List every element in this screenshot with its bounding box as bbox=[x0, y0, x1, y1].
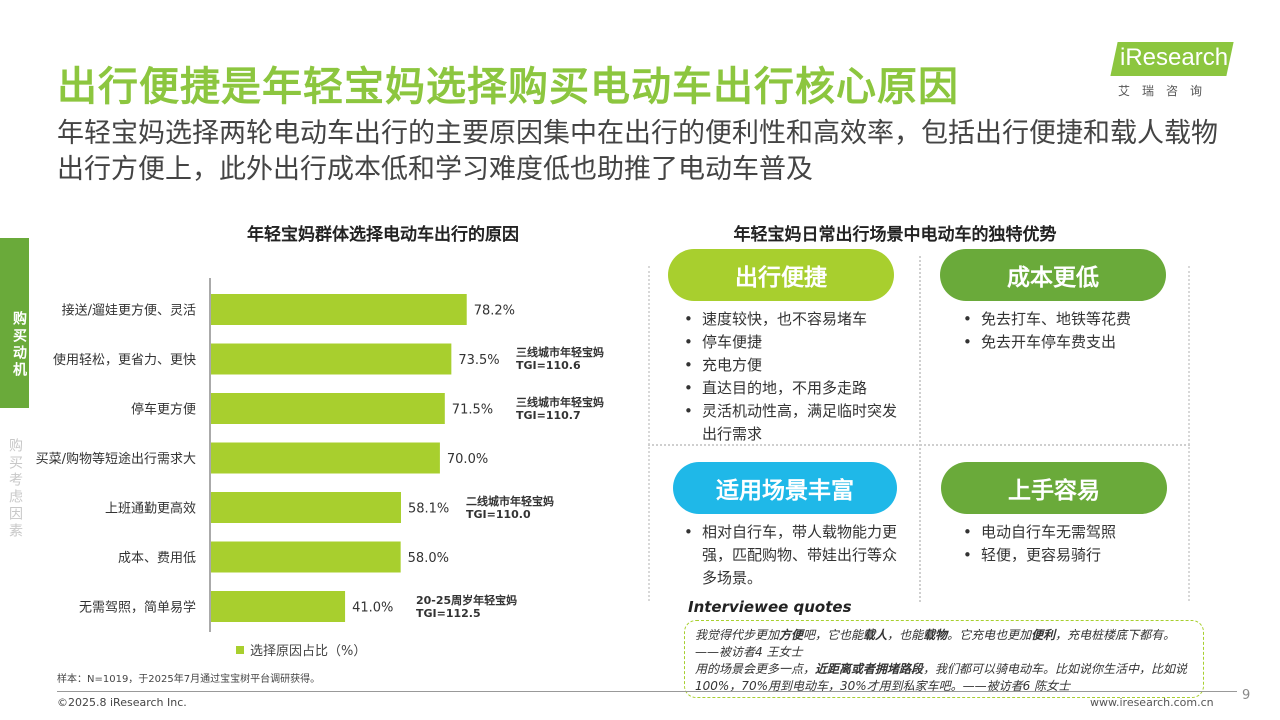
bar-chart: 接送/遛娃更方便、灵活 78.2% 使用轻松，更省力、更快 73.5% 停车更方便 71.… bbox=[36, 278, 515, 632]
tgi-annotation: 20-25周岁年轻宝妈 TGI=112.5 bbox=[416, 593, 518, 620]
tgi-annotation: 三线城市年轻宝妈 TGI=110.7 bbox=[516, 395, 604, 422]
quote-2: 用的场景会更多一点，近距离或者拥堵路段，我们都可以骑电动车。比如说你生活中，比如… bbox=[695, 662, 1188, 693]
footer-divider bbox=[57, 691, 1237, 692]
advantages-title: 年轻宝妈日常出行场景中电动车的独特优势 bbox=[733, 225, 1057, 245]
category-label: 停车更方便 bbox=[131, 402, 196, 418]
tgi-annotation: 三线城市年轻宝妈 TGI=110.6 bbox=[516, 346, 604, 372]
iresearch-logo: iResearch 艾瑞咨询 bbox=[1108, 40, 1238, 100]
value-label: 58.0% bbox=[408, 551, 449, 566]
quotes-box: 我觉得代步更加方便吧，它也能载人，也能载物。它充电也更加便利，充电桩楼底下都有。… bbox=[684, 620, 1204, 698]
quadrant-divider-horizontal bbox=[648, 444, 1190, 446]
list-item: 免去打车、地铁等花费 bbox=[961, 308, 1181, 331]
footer-url[interactable]: www.iresearch.com.cn bbox=[1090, 696, 1214, 709]
chart-legend: 选择原因占比（%） bbox=[236, 640, 366, 659]
list-item: 直达目的地，不用多走路 bbox=[682, 377, 902, 400]
bar bbox=[211, 442, 440, 474]
list-item: 电动自行车无需驾照 bbox=[961, 521, 1181, 544]
value-label: 70.0% bbox=[447, 452, 488, 467]
page-title: 出行便捷是年轻宝妈选择购买电动车出行核心原因 bbox=[57, 64, 959, 110]
value-label: 71.5% bbox=[452, 403, 493, 418]
side-tab-inactive[interactable]: 购买考虑因素 bbox=[7, 438, 23, 540]
bar bbox=[211, 294, 467, 325]
chart-title: 年轻宝妈群体选择电动车出行的原因 bbox=[247, 225, 519, 245]
value-label: 78.2% bbox=[474, 304, 515, 319]
category-label: 成本、费用低 bbox=[118, 551, 196, 566]
bar bbox=[211, 541, 401, 573]
quadrant-easy-label: 上手容易 bbox=[941, 462, 1167, 514]
quadrant-convenience-label: 出行便捷 bbox=[668, 249, 894, 301]
list-item: 轻便，更容易骑行 bbox=[961, 544, 1181, 567]
list-item: 灵活机动性高，满足临时突发出行需求 bbox=[682, 400, 902, 446]
list-item: 充电方便 bbox=[682, 354, 902, 377]
bar bbox=[211, 393, 445, 424]
value-label: 58.1% bbox=[408, 502, 449, 517]
bar bbox=[211, 492, 401, 523]
value-label: 41.0% bbox=[352, 601, 393, 616]
category-label: 上班通勤更高效 bbox=[105, 501, 196, 517]
quadrant-cost-list: 免去打车、地铁等花费 免去开车停车费支出 bbox=[961, 308, 1181, 354]
page-subtitle: 年轻宝妈选择两轮电动车出行的主要原因集中在出行的便利性和高效率，包括出行便捷和载… bbox=[57, 118, 1218, 185]
list-item: 免去开车停车费支出 bbox=[961, 331, 1181, 354]
category-label: 买菜/购物等短途出行需求大 bbox=[36, 451, 196, 467]
quadrant-scenarios-label: 适用场景丰富 bbox=[673, 462, 897, 514]
logo-subtitle: 艾瑞咨询 bbox=[1118, 84, 1215, 98]
quadrant-scenarios-list: 相对自行车，带人载物能力更强，匹配购物、带娃出行等众多场景。 bbox=[682, 521, 906, 590]
legend-label: 选择原因占比（%） bbox=[250, 644, 367, 659]
list-item: 速度较快，也不容易堵车 bbox=[682, 308, 902, 331]
tgi-annotation: 二线城市年轻宝妈 TGI=110.0 bbox=[466, 494, 554, 521]
side-tab-active[interactable]: 购买动机 bbox=[0, 238, 29, 408]
quadrant-cost-label: 成本更低 bbox=[940, 249, 1166, 301]
list-item: 停车便捷 bbox=[682, 331, 902, 354]
category-label: 接送/遛娃更方便、灵活 bbox=[62, 303, 196, 319]
footer-copyright: ©2025.8 iResearch Inc. bbox=[57, 696, 187, 709]
sample-note: 样本：N=1019，于2025年7月通过宝宝树平台调研获得。 bbox=[57, 674, 321, 685]
bar bbox=[211, 343, 452, 375]
right-dotted-border bbox=[1188, 266, 1190, 601]
legend-swatch bbox=[236, 645, 244, 654]
quote-1: 我觉得代步更加方便吧，它也能载人，也能载物。它充电也更加便利，充电桩楼底下都有。… bbox=[695, 628, 1176, 659]
left-dotted-border bbox=[648, 266, 650, 601]
interviewee-quotes-title: Interviewee quotes bbox=[688, 598, 852, 616]
logo-brand: iResearch bbox=[1120, 44, 1229, 71]
category-label: 使用轻松，更省力、更快 bbox=[53, 352, 196, 368]
bar bbox=[211, 591, 346, 622]
category-label: 无需驾照，简单易学 bbox=[79, 600, 196, 616]
quadrant-divider-vertical bbox=[919, 256, 921, 602]
list-item: 相对自行车，带人载物能力更强，匹配购物、带娃出行等众多场景。 bbox=[682, 521, 906, 590]
value-label: 73.5% bbox=[458, 353, 499, 368]
page-number: 9 bbox=[1242, 688, 1251, 703]
quadrant-convenience-list: 速度较快，也不容易堵车 停车便捷 充电方便 直达目的地，不用多走路 灵活机动性高… bbox=[682, 308, 902, 446]
quadrant-easy-list: 电动自行车无需驾照 轻便，更容易骑行 bbox=[961, 521, 1181, 567]
